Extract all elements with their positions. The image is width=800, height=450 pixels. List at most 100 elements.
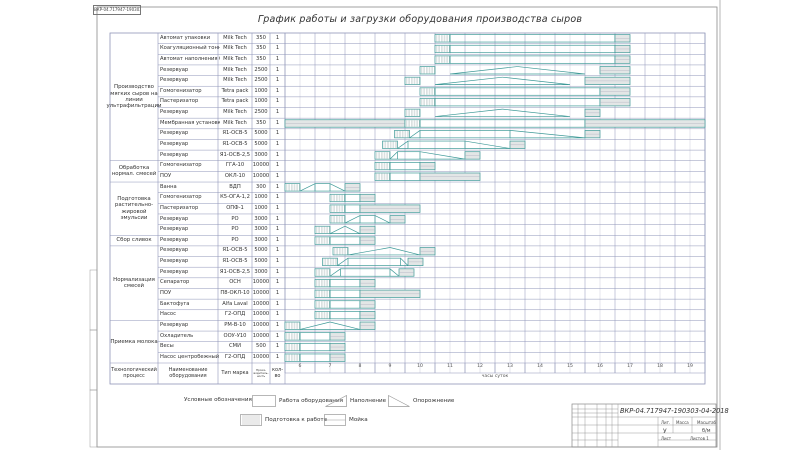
equipment-qty: 1 — [275, 215, 280, 222]
margin-stamp-box — [89, 329, 98, 391]
work-bar — [434, 87, 601, 96]
table-border — [109, 32, 706, 385]
equipment-qty: 1 — [275, 236, 280, 243]
equipment-qty: 1 — [275, 119, 280, 126]
equipment-brand: П8-ОКЛ-10 — [220, 290, 250, 297]
equipment-qty: 1 — [275, 353, 280, 360]
hour-label: 11 — [447, 364, 453, 369]
equipment-qty: 1 — [275, 279, 280, 286]
legend-work-label: Работа оборудования — [279, 398, 343, 404]
hour-label: 6 — [298, 364, 302, 369]
equipment-capacity: 2500 — [254, 77, 268, 84]
equipment-brand: Я1-ОСВ-2,5 — [219, 151, 251, 158]
equipment-name: Гомогенизатор — [160, 194, 202, 201]
equipment-qty: 1 — [275, 151, 280, 158]
equipment-name: Сепаратор — [160, 279, 190, 286]
equipment-name: Резервуар — [160, 226, 189, 233]
equipment-name: Резервуар — [160, 322, 189, 328]
process-group: Обработка нормал. смесей — [111, 165, 157, 178]
equipment-qty: 1 — [275, 55, 280, 62]
equipment-capacity: 1000 — [254, 204, 268, 211]
drawing-stamp: ВКР-04.717947-190303-04-2018 — [93, 5, 141, 15]
hour-label: 13 — [507, 364, 513, 369]
fill-segment — [449, 66, 518, 75]
equipment-capacity: 3000 — [254, 215, 268, 222]
equipment-capacity: 3000 — [254, 226, 268, 233]
prep-bar — [419, 66, 436, 75]
equipment-name: Пастеризатор — [160, 98, 199, 105]
equipment-capacity: 5000 — [254, 130, 268, 137]
equipment-capacity: 10000 — [252, 290, 270, 297]
titleblock-lit-value: У — [663, 428, 667, 435]
fill-segment — [397, 140, 409, 149]
hour-label: 9 — [388, 364, 392, 369]
equipment-name: Коагуляционный тоннель — [160, 45, 220, 52]
equipment-name: Резервуар — [160, 215, 189, 222]
equipment-qty: 1 — [275, 34, 280, 41]
legend-wash: Мойка — [324, 414, 368, 426]
prep-bar — [284, 183, 301, 192]
equipment-qty: 1 — [275, 109, 280, 116]
empty-segment — [389, 268, 400, 277]
prep-bar — [329, 215, 346, 224]
equipment-brand: Tetra pack — [221, 98, 249, 105]
equipment-capacity: 350 — [256, 55, 266, 62]
empty-segment — [502, 108, 571, 117]
work-bar — [397, 151, 421, 160]
titleblock-lit: Лит. — [661, 420, 671, 425]
equipment-qty: 1 — [275, 130, 280, 137]
header-process: Технологический процесс — [111, 367, 157, 379]
work-symbol-icon — [252, 395, 276, 407]
equipment-capacity: 300 — [256, 183, 266, 190]
equipment-name: ПОУ — [160, 172, 172, 179]
equipment-brand: Я1-ОСВ-5 — [222, 141, 248, 148]
process-group: Производство мягких сыров на линии ультр… — [106, 84, 162, 110]
hour-label: 7 — [328, 364, 332, 369]
time-axis-label: часы суток — [481, 374, 509, 379]
fill-segment — [347, 247, 391, 256]
equipment-qty: 1 — [275, 194, 280, 201]
equipment-brand: Milk Tech — [223, 77, 247, 84]
equipment-capacity: 10000 — [252, 332, 270, 339]
prep-symbol-icon — [240, 414, 262, 426]
fill-segment — [434, 76, 503, 85]
prep-bar — [322, 257, 338, 266]
equipment-capacity: 500 — [256, 343, 266, 350]
equipment-capacity: 5000 — [254, 141, 268, 148]
empty-symbol-icon — [388, 395, 410, 407]
equipment-capacity: 350 — [256, 45, 266, 52]
equipment-name: Резервуар — [160, 151, 189, 158]
fill-segment — [389, 151, 398, 160]
equipment-brand: РМ-В-10 — [224, 322, 246, 328]
work-bar — [449, 44, 616, 54]
wash-symbol-icon — [324, 414, 346, 426]
equipment-capacity: 10000 — [252, 311, 270, 318]
equipment-name: Резервуар — [160, 268, 189, 275]
equipment-capacity: 1000 — [254, 98, 268, 105]
equipment-brand: Tetra pack — [221, 87, 249, 94]
equipment-name: Весы — [160, 343, 174, 350]
equipment-brand: СМИ — [229, 343, 241, 350]
prep-bar — [314, 268, 331, 277]
equipment-capacity: 10000 — [252, 162, 270, 169]
legend-wash-label: Мойка — [349, 417, 368, 423]
process-group: Подготовка растительно-жировой эмульсии — [114, 196, 154, 221]
legend-work: Работа оборудования — [252, 395, 343, 407]
legend-title: Условные обозначения — [184, 397, 252, 403]
equipment-brand: Я1-ОСВ-2,5 — [219, 268, 251, 275]
equipment-brand: РО — [231, 215, 239, 222]
equipment-name: Резервуар — [160, 66, 189, 73]
legend-prep: Подготовка к работе — [240, 414, 327, 426]
equipment-qty: 1 — [275, 183, 280, 190]
titleblock-scale: Масштаб — [697, 420, 717, 425]
equipment-qty: 1 — [275, 258, 280, 265]
header-capacity: Произ-водитель-ность — [253, 367, 269, 379]
fill-segment — [434, 108, 503, 117]
equipment-qty: 1 — [275, 141, 280, 148]
equipment-brand: Г2-ОПД — [224, 353, 246, 360]
work-bar — [449, 34, 616, 43]
legend-prep-label: Подготовка к работе — [265, 417, 328, 423]
equipment-capacity: 10000 — [252, 322, 270, 328]
fill-segment — [409, 130, 421, 139]
